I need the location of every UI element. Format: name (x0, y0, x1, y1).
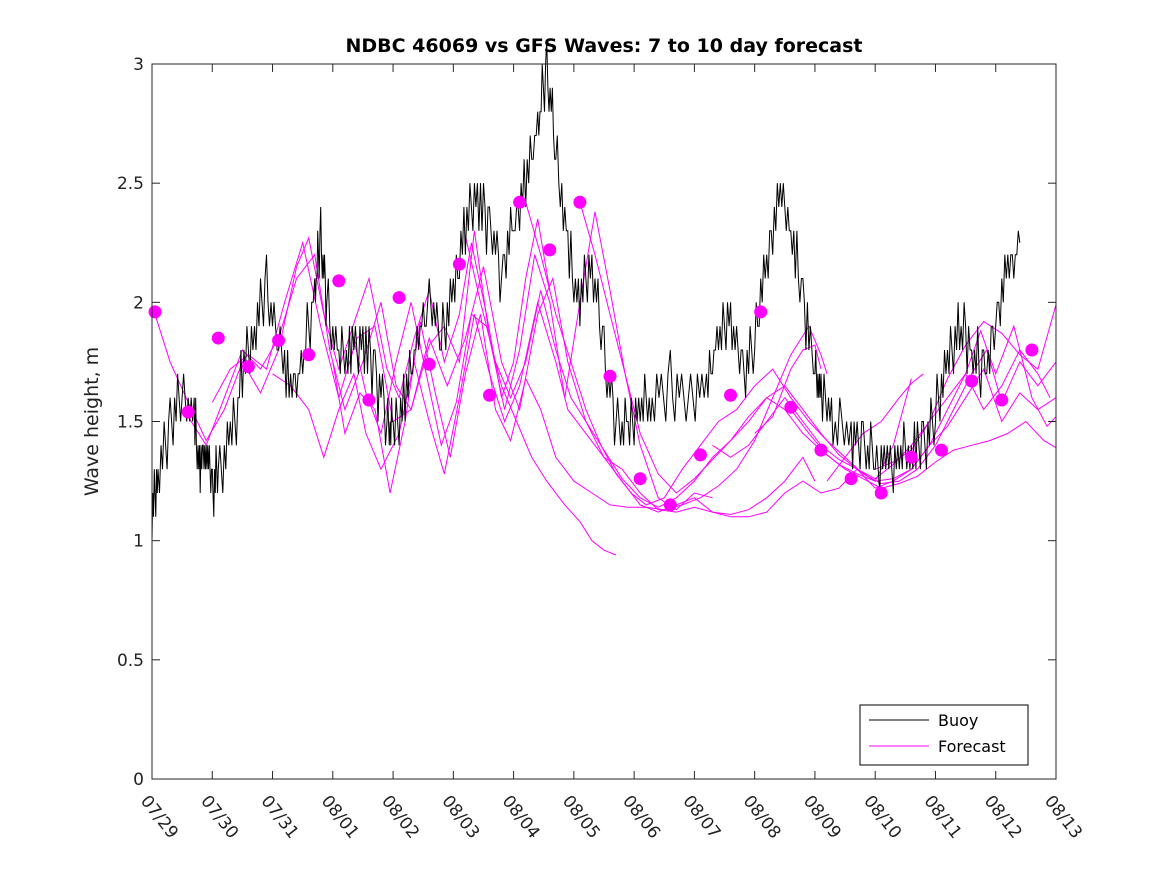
forecast-marker-14 (573, 195, 587, 209)
forecast-marker-13 (543, 243, 557, 257)
forecast-marker-26 (934, 443, 948, 457)
chart-title: NDBC 46069 vs GFS Waves: 7 to 10 day for… (345, 35, 862, 57)
forecast-marker-24 (874, 486, 888, 500)
legend-forecast-label: Forecast (938, 737, 1006, 756)
legend-box (859, 704, 1029, 766)
forecast-line-6 (464, 235, 1051, 508)
y-tick-label: 2 (133, 293, 144, 313)
buoy-line (151, 40, 1021, 541)
legend-buoy-label: Buoy (938, 711, 978, 730)
forecast-marker-5 (302, 348, 316, 362)
y-tick-label: 3 (133, 55, 144, 75)
forecast-marker-28 (995, 393, 1009, 407)
forecast-marker-11 (482, 388, 496, 402)
forecast-marker-23 (844, 472, 858, 486)
series-layer (148, 40, 1057, 556)
y-tick-label: 1 (133, 532, 144, 552)
forecast-line-4 (332, 314, 828, 511)
forecast-marker-3 (241, 360, 255, 374)
legend: Buoy Forecast (859, 704, 1029, 766)
forecast-marker-16 (633, 472, 647, 486)
forecast-marker-29 (1025, 343, 1039, 357)
plot-area (152, 64, 1056, 779)
forecast-marker-12 (513, 195, 527, 209)
forecast-line-3 (272, 300, 912, 518)
forecast-marker-22 (814, 443, 828, 457)
forecast-line-1 (187, 211, 713, 511)
forecast-marker-7 (362, 393, 376, 407)
forecast-marker-18 (693, 448, 707, 462)
forecast-line-2 (211, 240, 816, 516)
forecast-marker-25 (904, 450, 918, 464)
forecast-marker-17 (663, 498, 677, 512)
forecast-marker-15 (603, 369, 617, 383)
y-tick-label: 2.5 (117, 174, 144, 194)
forecast-marker-6 (332, 274, 346, 288)
forecast-marker-2 (211, 331, 225, 345)
forecast-marker-9 (422, 357, 436, 371)
y-tick-label: 0 (133, 770, 144, 790)
y-tick-label: 0.5 (117, 651, 144, 671)
forecast-marker-21 (784, 400, 798, 414)
forecast-marker-27 (965, 374, 979, 388)
forecast-marker-1 (181, 405, 195, 419)
forecast-line-13 (754, 344, 822, 434)
forecast-marker-19 (724, 388, 738, 402)
forecast-marker-20 (754, 305, 768, 319)
forecast-marker-10 (452, 257, 466, 271)
forecast-line-12 (826, 373, 924, 482)
forecast-marker-4 (272, 333, 286, 347)
y-axis-label: Wave height, m (81, 347, 103, 496)
forecast-marker-0 (148, 305, 162, 319)
forecast-marker-8 (392, 291, 406, 305)
forecast-line-9 (712, 367, 1057, 489)
y-tick-label: 1.5 (117, 413, 144, 433)
